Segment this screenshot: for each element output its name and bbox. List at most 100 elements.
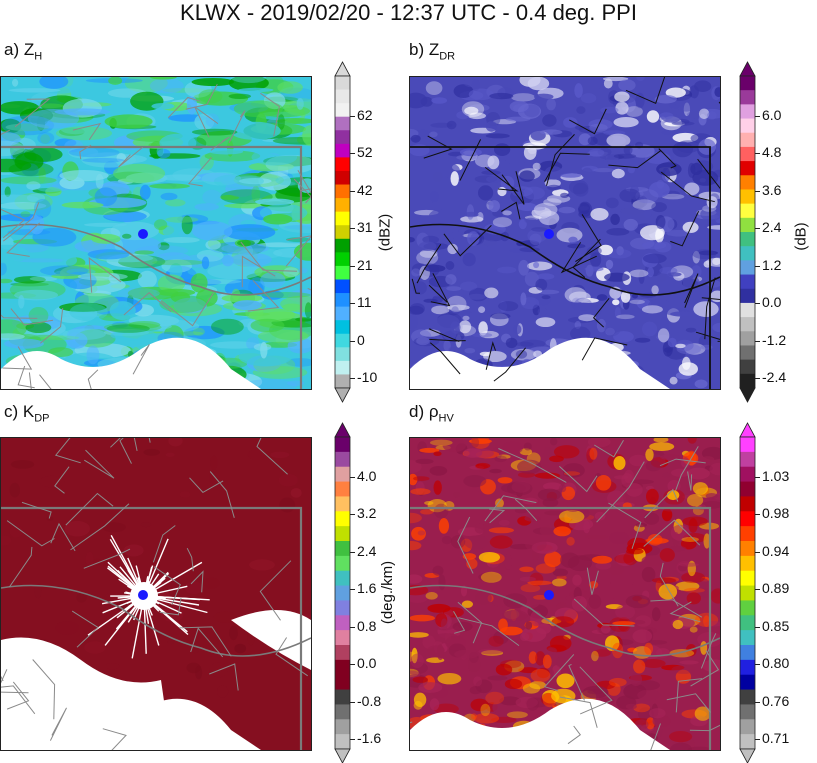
echo-texture [486,133,510,138]
colorbar-tick-label: 0.89 [762,580,789,596]
echo-texture [582,168,593,179]
echo-texture [693,482,708,495]
echo-texture [505,679,522,689]
echo-texture [464,212,478,218]
echo-texture [255,199,294,206]
colorbar-tick-mark [350,266,355,267]
colorbar-segment [335,266,350,280]
echo-texture [56,126,112,140]
colorbar-tick-mark [350,477,355,478]
echo-texture [524,443,532,451]
echo-texture [682,357,691,370]
echo-texture [251,149,297,166]
echo-texture [612,621,635,625]
echo-texture [560,173,581,178]
echo-texture [536,317,556,327]
echo-texture [62,255,77,266]
echo-texture [686,328,697,333]
echo-texture [520,633,529,642]
echo-texture [113,164,165,183]
echo-texture [151,103,174,109]
panel-b-colorbar [740,76,755,388]
colorbar-tick-mark [350,153,355,154]
echo-texture [651,285,658,294]
colorbar-segment [740,482,755,497]
colorbar-segment [335,225,350,239]
echo-texture [692,170,718,186]
echo-texture [559,510,584,523]
echo-texture [430,698,440,710]
echo-texture [478,649,503,655]
echo-texture [217,685,228,698]
colorbar-segment [740,360,755,375]
echo-texture [553,526,571,536]
echo-texture [180,491,191,498]
echo-texture [587,689,602,694]
echo-texture [480,704,490,716]
colorbar-tick-mark [755,266,760,267]
echo-texture [150,78,184,93]
echo-texture [28,109,79,129]
echo-texture [165,217,198,223]
echo-texture [489,200,500,212]
echo-texture [519,567,533,573]
echo-texture [667,272,681,276]
echo-texture [26,181,40,190]
echo-texture [687,592,701,604]
echo-texture [426,81,443,95]
echo-texture [418,531,425,536]
echo-texture [601,625,611,634]
echo-texture [534,203,558,217]
colorbar-tick-mark [755,589,760,590]
echo-texture [498,477,513,483]
echo-texture [606,228,629,236]
echo-texture [592,556,612,564]
colorbar-segment [740,104,755,119]
panel-d-colorbar [740,437,755,749]
echo-texture [651,202,667,212]
colorbar-tick-label: 52 [357,144,373,160]
echo-texture [624,219,638,231]
echo-texture [528,77,550,90]
echo-texture [547,185,561,191]
colorbar-tick-mark [755,116,760,117]
colorbar-segment [335,252,350,266]
echo-texture [411,351,420,357]
echo-texture [194,203,219,210]
colorbar-segment [740,345,755,360]
echo-texture [485,692,504,705]
colorbar-tick-label: 0.94 [762,543,789,559]
echo-texture [637,690,661,701]
echo-texture [524,218,536,224]
echo-texture [670,377,678,385]
echo-texture [433,451,441,456]
echo-texture [415,459,433,464]
echo-texture [673,620,684,629]
colorbar-segment [335,660,350,675]
colorbar-segment [335,556,350,571]
colorbar-tick-label: 0.80 [762,655,789,671]
echo-texture [254,343,272,351]
colorbar-segment [335,675,350,690]
echo-texture [481,170,500,175]
echo-texture [700,641,707,655]
panel-a-map [0,76,312,390]
echo-texture [202,257,209,270]
echo-texture [481,572,502,583]
echo-texture [410,488,430,495]
echo-texture [642,322,657,337]
echo-texture [688,163,696,178]
radar-field [410,77,720,389]
colorbar-segment [335,374,350,388]
echo-texture [581,93,596,103]
colorbar-segment [740,630,755,645]
echo-texture [695,707,711,721]
echo-texture [554,445,580,458]
colorbar-segment [335,157,350,171]
colorbar-segment [740,161,755,176]
colorbar-tick-label: 0 [357,332,365,348]
echo-texture [614,154,636,159]
echo-texture [229,626,238,640]
echo-texture [585,267,604,272]
colorbar-segment [740,704,755,719]
